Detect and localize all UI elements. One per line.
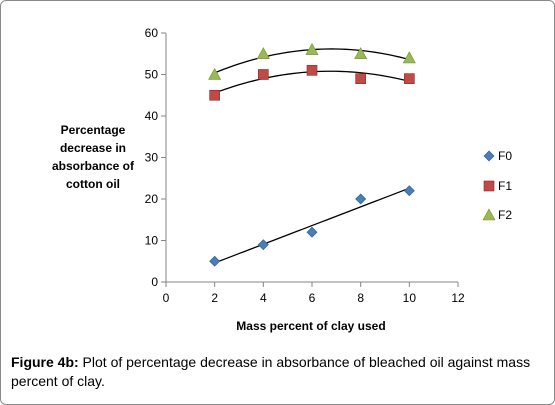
y-axis-title-line: cotton oil <box>66 177 120 191</box>
legend-marker-f1 <box>483 180 495 192</box>
y-axis-title-line: decrease in <box>60 141 126 155</box>
x-tick-label: 2 <box>211 291 218 305</box>
figure-caption: Figure 4b: Plot of percentage decrease i… <box>11 353 546 391</box>
marker-f2 <box>305 42 319 55</box>
y-tick-label: 10 <box>145 234 159 248</box>
y-tick-label: 60 <box>145 26 159 40</box>
tick-labels: 0 10 20 30 40 50 60 0 2 4 6 8 10 12 <box>145 26 465 305</box>
legend-label-f2: F2 <box>498 208 512 222</box>
legend-label-f0: F0 <box>498 149 512 163</box>
x-tick-label: 0 <box>163 291 170 305</box>
y-axis-title-line: Percentage <box>61 123 126 137</box>
y-axis-title: Percentage decrease in absorbance of cotton… <box>52 123 135 191</box>
y-tick-label: 20 <box>145 192 159 206</box>
marker-f2 <box>402 51 416 64</box>
marker-f1 <box>258 69 269 80</box>
chart-legend: F0 F1 F2 <box>482 149 512 222</box>
x-tick-label: 8 <box>357 291 364 305</box>
marker-f2 <box>256 47 270 60</box>
x-axis-title: Mass percent of clay used <box>236 319 385 333</box>
marker-f1 <box>355 73 366 84</box>
marker-f1 <box>306 65 318 76</box>
figure-caption-text: Plot of percentage decrease in absorbanc… <box>11 354 531 389</box>
figure-caption-label: Figure 4b: <box>11 354 79 370</box>
legend-marker-f2 <box>482 208 496 221</box>
data-markers <box>208 42 416 267</box>
marker-f0 <box>257 239 269 251</box>
y-tick-label: 30 <box>145 151 159 165</box>
marker-f2 <box>208 67 222 80</box>
marker-f1 <box>209 89 220 101</box>
legend-label-f1: F1 <box>498 179 512 193</box>
x-tick-label: 4 <box>260 291 267 305</box>
y-tick-label: 40 <box>145 109 159 123</box>
marker-f2 <box>354 47 368 60</box>
chart-axes <box>161 32 459 287</box>
marker-f1 <box>404 73 415 84</box>
marker-f0 <box>306 226 318 238</box>
y-tick-label: 0 <box>151 275 158 289</box>
marker-f0 <box>209 255 221 267</box>
y-tick-label: 50 <box>145 68 159 82</box>
scatter-chart: 0 10 20 30 40 50 60 0 2 4 6 8 10 12 F0 F1 F2 Mass perce… <box>52 26 512 333</box>
marker-f0 <box>403 185 415 197</box>
x-tick-label: 10 <box>403 291 417 305</box>
legend-marker-f0 <box>483 150 495 162</box>
x-tick-label: 12 <box>451 291 465 305</box>
y-axis-title-line: absorbance of <box>52 159 135 173</box>
marker-f0 <box>355 193 367 205</box>
trendline-f0 <box>214 187 410 264</box>
x-tick-label: 6 <box>309 291 316 305</box>
